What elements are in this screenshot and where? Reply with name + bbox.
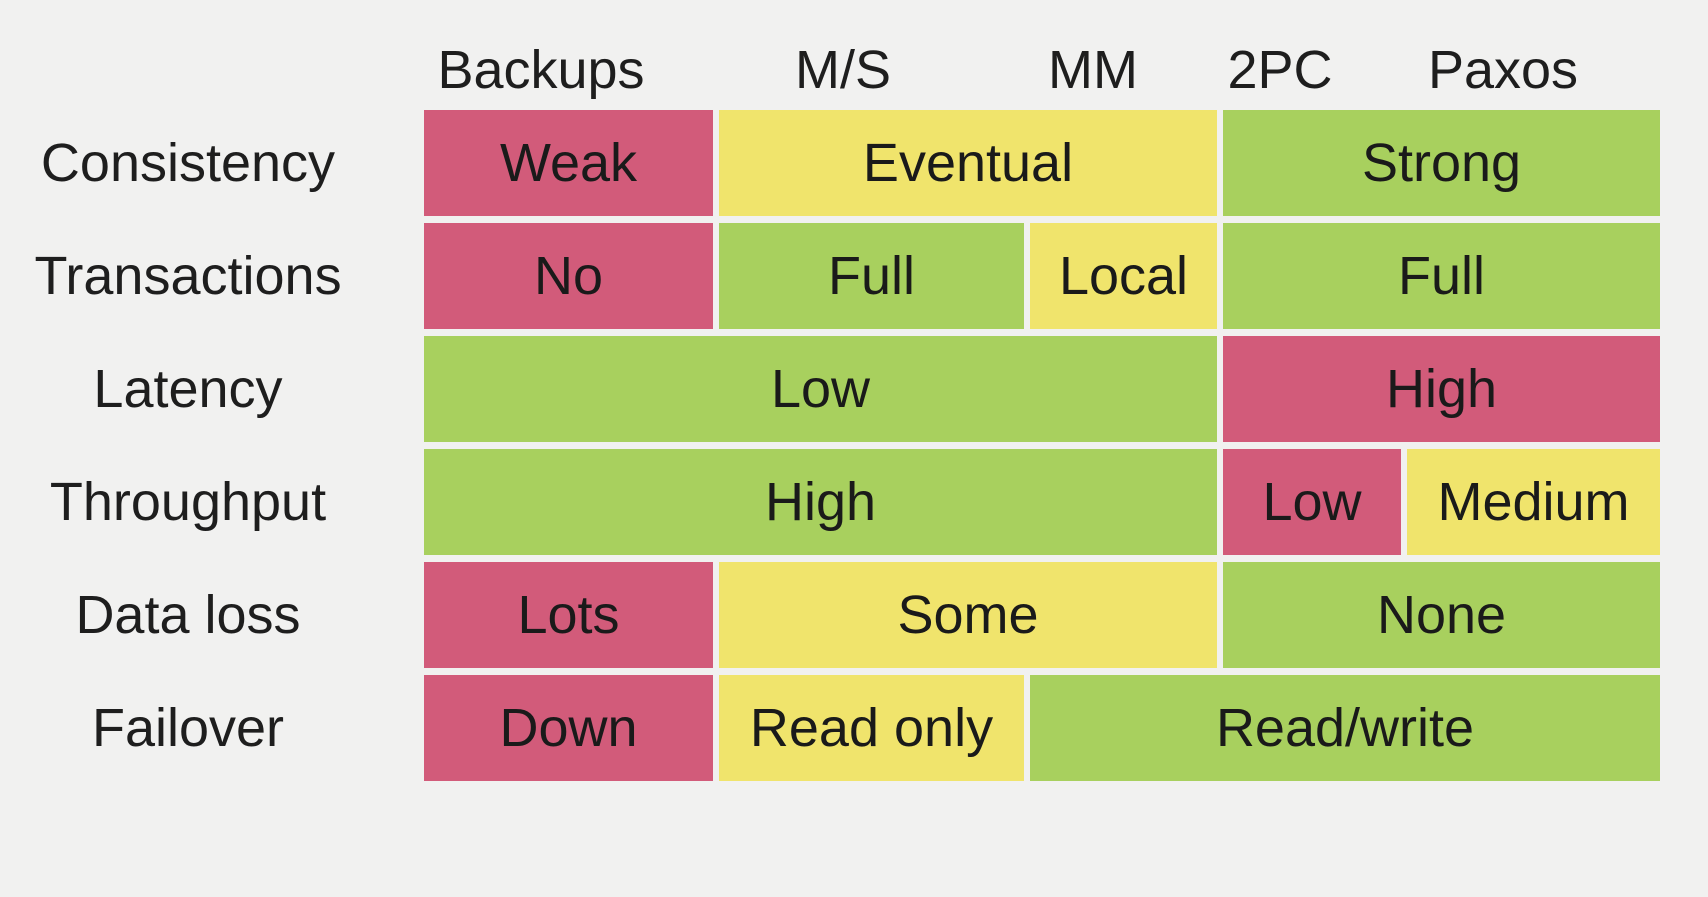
column-header-mm: MM: [1048, 40, 1138, 100]
row-label-latency: Latency: [93, 359, 283, 419]
row-label-throughput: Throughput: [49, 472, 327, 532]
cell-throughput-medium: Medium: [1407, 449, 1660, 555]
cell-transactions-local: Local: [1030, 223, 1217, 329]
row-label-transactions: Transactions: [34, 246, 342, 306]
cell-data-loss-none: None: [1223, 562, 1660, 668]
row-label-data-loss: Data loss: [75, 585, 301, 645]
column-header-2pc: 2PC: [1227, 40, 1333, 100]
row-label-consistency: Consistency: [40, 133, 336, 193]
column-header-ms: M/S: [794, 40, 891, 100]
cell-data-loss-some: Some: [719, 562, 1217, 668]
cell-failover-down: Down: [424, 675, 713, 781]
column-header-backups: Backups: [437, 40, 645, 100]
cell-consistency-strong: Strong: [1223, 110, 1660, 216]
row-label-failover: Failover: [91, 698, 285, 758]
cell-consistency-eventual: Eventual: [719, 110, 1217, 216]
cell-failover-read-write: Read/write: [1030, 675, 1660, 781]
cell-transactions-full-2pc-paxos: Full: [1223, 223, 1660, 329]
column-header-paxos: Paxos: [1427, 40, 1579, 100]
cell-throughput-high: High: [424, 449, 1217, 555]
cell-latency-high: High: [1223, 336, 1660, 442]
cell-transactions-full-ms: Full: [719, 223, 1024, 329]
cell-failover-read-only: Read only: [719, 675, 1024, 781]
cell-consistency-weak: Weak: [424, 110, 713, 216]
cell-data-loss-lots: Lots: [424, 562, 713, 668]
cell-throughput-low: Low: [1223, 449, 1401, 555]
cell-latency-low: Low: [424, 336, 1217, 442]
cell-transactions-no: No: [424, 223, 713, 329]
